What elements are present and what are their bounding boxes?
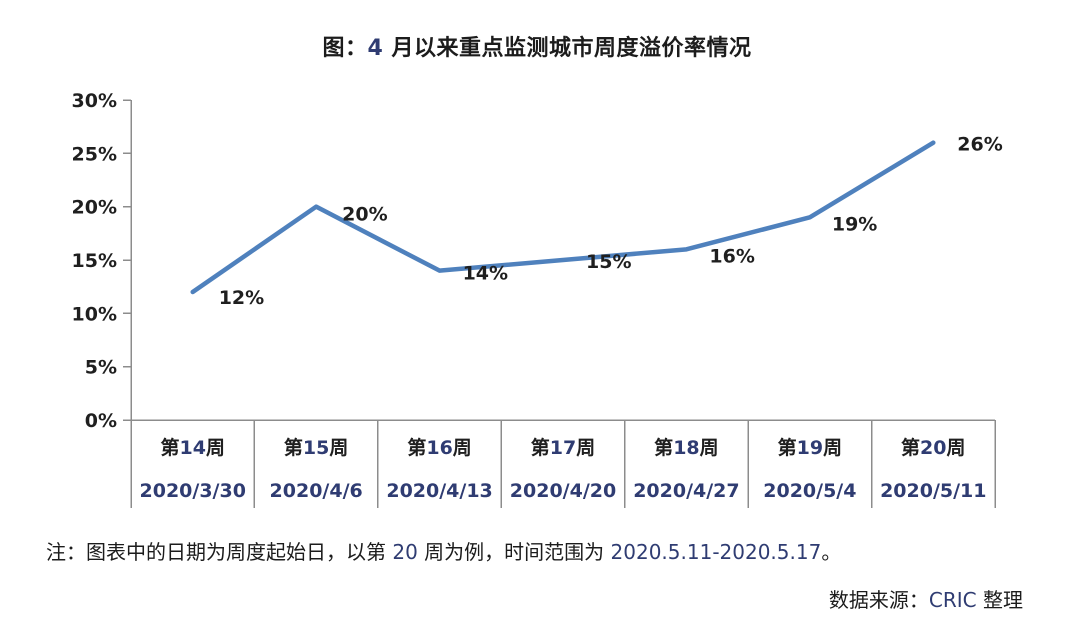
data-point-label: 16%	[709, 245, 754, 267]
data-source-caption: 数据来源：CRIC 整理	[828, 588, 1023, 612]
category-date-label: 2020/4/13	[386, 480, 492, 502]
category-date-label: 2020/5/11	[880, 480, 986, 502]
category-date-label: 2020/4/20	[510, 480, 616, 502]
premium-rate-line-chart: 30% 25% 20% 15% 10% 5% 0% 第14周 第15周 第16周 第17周 第18周 第…	[72, 90, 1003, 508]
numeric-text: CRIC	[928, 588, 977, 612]
data-point-label: 15%	[586, 251, 631, 273]
numeric-text: 2020.5.11-2020.5.17	[610, 540, 822, 564]
data-point-label: 20%	[342, 204, 387, 226]
y-tick-label: 10%	[72, 303, 117, 325]
category-date-label: 2020/4/6	[270, 480, 363, 502]
y-tick-label: 0%	[85, 410, 117, 432]
category-week-label: 第14周	[160, 436, 224, 459]
y-tick-label: 15%	[72, 250, 117, 272]
numeric-text: 4	[367, 36, 384, 61]
category-week-label: 第15周	[284, 436, 348, 459]
category-date-label: 2020/4/27	[633, 480, 739, 502]
category-week-label: 第17周	[531, 436, 595, 459]
chart-title: 图：4 月以来重点监测城市周度溢价率情况	[322, 36, 752, 61]
data-point-label: 19%	[832, 213, 877, 235]
data-point-label: 26%	[957, 134, 1002, 156]
y-tick-label: 25%	[72, 143, 117, 165]
chart-footnote: 注：图表中的日期为周度起始日，以第 20 周为例，时间范围为 2020.5.11…	[46, 540, 842, 564]
category-date-label: 2020/3/30	[140, 480, 246, 502]
category-week-label: 第18周	[654, 436, 718, 459]
category-week-label: 第20周	[901, 436, 965, 459]
y-tick-label: 5%	[85, 357, 117, 379]
y-tick-label: 20%	[72, 197, 117, 219]
category-date-label: 2020/5/4	[763, 480, 856, 502]
category-week-label: 第19周	[778, 436, 842, 459]
category-week-label: 第16周	[407, 436, 471, 459]
numeric-text: 20	[392, 540, 418, 564]
data-point-label: 12%	[219, 287, 264, 309]
y-tick-label: 30%	[72, 90, 117, 112]
data-point-label: 14%	[463, 263, 508, 285]
premium-rate-line	[190, 140, 936, 295]
